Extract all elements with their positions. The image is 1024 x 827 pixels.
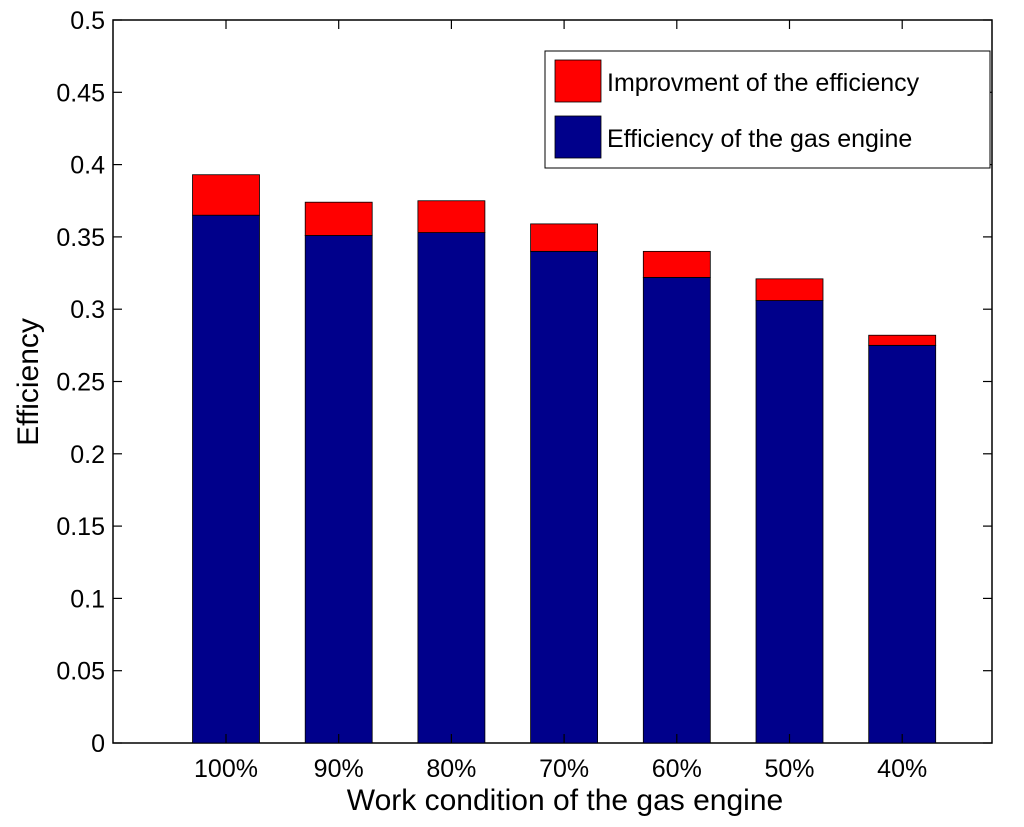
legend-swatch-efficiency: [554, 115, 602, 159]
y-tick-label: 0.1: [70, 585, 105, 613]
legend-label-improvement: Improvment of the efficiency: [607, 69, 920, 97]
bar-improvement: [530, 223, 598, 252]
y-tick-label: 0.2: [70, 441, 105, 469]
bar-efficiency: [642, 276, 711, 744]
bar-efficiency: [868, 344, 937, 744]
bar-improvement: [304, 201, 373, 236]
bar-improvement: [192, 174, 260, 216]
y-tick-label: 0.3: [70, 296, 105, 324]
x-axis-title: Work condition of the gas engine: [347, 784, 783, 817]
bar-improvement: [755, 278, 824, 301]
x-tick-label: 40%: [877, 755, 927, 783]
y-tick-label: 0.25: [56, 369, 105, 397]
legend-label-efficiency: Efficiency of the gas engine: [607, 125, 912, 153]
x-tick-label: 80%: [426, 755, 476, 783]
bars: [192, 174, 937, 744]
y-tick-label: 0.45: [56, 79, 105, 107]
legend-swatch-improvement: [554, 59, 602, 103]
y-tick-label: 0.5: [70, 7, 105, 35]
bar-improvement: [642, 250, 711, 278]
x-tick-label: 70%: [539, 755, 589, 783]
bar-efficiency: [192, 214, 260, 744]
legend: Improvment of the efficiency Efficiency …: [544, 50, 991, 169]
y-tick-label: 0.05: [56, 658, 105, 686]
y-axis-title: Efficiency: [12, 318, 45, 446]
bar-efficiency: [530, 250, 598, 744]
legend-box: [544, 50, 991, 169]
bar-improvement: [417, 200, 486, 233]
bar-efficiency: [417, 232, 486, 744]
x-axis-ticks: 100% 90% 80% 70% 60% 50% 40%: [194, 20, 927, 783]
x-tick-label: 90%: [314, 755, 364, 783]
y-tick-label: 0: [91, 730, 105, 758]
x-tick-label: 50%: [764, 755, 814, 783]
y-tick-label: 0.35: [56, 224, 105, 252]
y-tick-label: 0.15: [56, 513, 105, 541]
x-tick-label: 60%: [652, 755, 702, 783]
y-tick-label: 0.4: [70, 152, 105, 180]
bar-improvement: [868, 334, 937, 346]
y-axis-ticks: 0 0.05 0.1 0.15 0.2 0.25 0.3 0.35 0.4 0.45 0.5: [56, 7, 992, 758]
bar-efficiency: [755, 300, 824, 744]
x-tick-label: 100%: [194, 755, 258, 783]
bar-efficiency: [304, 235, 373, 744]
